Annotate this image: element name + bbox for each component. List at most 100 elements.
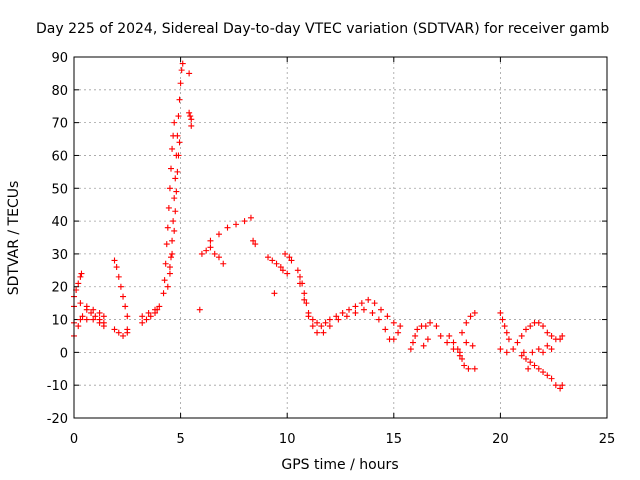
- data-point-marker: [294, 267, 301, 274]
- x-tick-label: 15: [386, 432, 403, 447]
- data-point-marker: [169, 237, 176, 244]
- data-point-marker: [111, 326, 118, 333]
- data-point-marker: [271, 290, 278, 297]
- data-point-marker: [124, 313, 131, 320]
- data-point-marker: [215, 254, 222, 261]
- data-point-marker: [75, 280, 82, 287]
- data-point-marker: [296, 280, 303, 287]
- data-point-marker: [358, 300, 365, 307]
- data-point-marker: [186, 109, 193, 116]
- data-point-marker: [282, 250, 289, 257]
- data-point-marker: [147, 313, 154, 320]
- series-arc-20-23h: [497, 309, 566, 356]
- data-point-marker: [339, 309, 346, 316]
- data-point-marker: [83, 316, 90, 323]
- data-point-marker: [409, 339, 416, 346]
- x-tick-label: 20: [492, 432, 509, 447]
- series-arc-18h: [446, 309, 478, 372]
- y-tick-label: 10: [51, 314, 68, 329]
- data-point-marker: [318, 323, 325, 330]
- data-point-marker: [160, 290, 167, 297]
- data-point-marker: [171, 195, 178, 202]
- data-point-marker: [301, 290, 308, 297]
- series-arc-2h: [111, 257, 131, 339]
- x-tick-label: 25: [599, 432, 616, 447]
- data-point-marker: [247, 214, 254, 221]
- data-point-marker: [77, 300, 84, 307]
- x-tick-label: 0: [70, 432, 78, 447]
- data-point-marker: [333, 313, 340, 320]
- data-point-marker: [172, 175, 179, 182]
- data-point-marker: [352, 309, 359, 316]
- data-point-marker: [168, 254, 175, 261]
- data-point-marker: [544, 372, 551, 379]
- series-arc-5.4h: [186, 70, 203, 313]
- data-point-marker: [96, 309, 103, 316]
- data-point-marker: [326, 323, 333, 330]
- data-point-marker: [454, 346, 461, 353]
- data-point-marker: [390, 319, 397, 326]
- data-point-marker: [161, 277, 168, 284]
- data-point-marker: [505, 336, 512, 343]
- series-peak-main: [166, 60, 186, 271]
- data-point-marker: [170, 218, 177, 225]
- data-point-marker: [557, 336, 564, 343]
- data-point-marker: [120, 332, 127, 339]
- data-point-marker: [115, 329, 122, 336]
- data-point-marker: [522, 355, 529, 362]
- y-tick-label: 30: [51, 248, 68, 263]
- data-point-marker: [78, 270, 85, 277]
- data-point-marker: [424, 336, 431, 343]
- y-tick-label: 90: [51, 51, 68, 66]
- data-point-marker: [171, 119, 178, 126]
- data-point-marker: [444, 339, 451, 346]
- data-point-marker: [166, 270, 173, 277]
- data-point-marker: [279, 267, 286, 274]
- data-point-marker: [152, 306, 159, 313]
- data-point-marker: [544, 342, 551, 349]
- data-point-marker: [471, 365, 478, 372]
- data-point-marker: [187, 113, 194, 120]
- data-point-marker: [90, 316, 97, 323]
- data-point-marker: [535, 319, 542, 326]
- data-point-marker: [501, 323, 508, 330]
- data-point-marker: [83, 303, 90, 310]
- data-point-marker: [322, 319, 329, 326]
- data-point-marker: [286, 254, 293, 261]
- data-point-marker: [120, 293, 127, 300]
- data-point-marker: [164, 283, 171, 290]
- data-point-marker: [552, 382, 559, 389]
- data-point-marker: [497, 309, 504, 316]
- data-point-marker: [77, 316, 84, 323]
- data-point-marker: [456, 352, 463, 359]
- data-point-marker: [525, 365, 532, 372]
- data-point-marker: [433, 323, 440, 330]
- data-point-marker: [96, 319, 103, 326]
- data-point-marker: [499, 316, 506, 323]
- series-arc-6-8h: [198, 214, 259, 267]
- data-point-marker: [176, 96, 183, 103]
- data-point-marker: [139, 313, 146, 320]
- data-point-marker: [178, 67, 185, 74]
- y-tick-label: 0: [60, 346, 68, 361]
- data-point-marker: [535, 346, 542, 353]
- data-point-marker: [169, 250, 176, 257]
- data-point-marker: [412, 332, 419, 339]
- series-arc-start-b: [71, 300, 107, 330]
- data-point-marker: [309, 316, 316, 323]
- data-point-marker: [143, 316, 150, 323]
- data-point-marker: [207, 244, 214, 251]
- data-point-marker: [174, 168, 181, 175]
- data-point-marker: [390, 336, 397, 343]
- data-point-marker: [548, 346, 555, 353]
- data-point-marker: [369, 309, 376, 316]
- data-point-marker: [284, 270, 291, 277]
- data-point-marker: [497, 346, 504, 353]
- tick-labels: -20 -10 0 10 20 30 40 50 60 70 80 90 0 5 10 15 20 25: [47, 51, 616, 447]
- data-point-marker: [233, 221, 240, 228]
- y-tick-label: -10: [47, 379, 68, 394]
- data-point-marker: [303, 300, 310, 307]
- data-point-marker: [100, 323, 107, 330]
- data-point-marker: [365, 296, 372, 303]
